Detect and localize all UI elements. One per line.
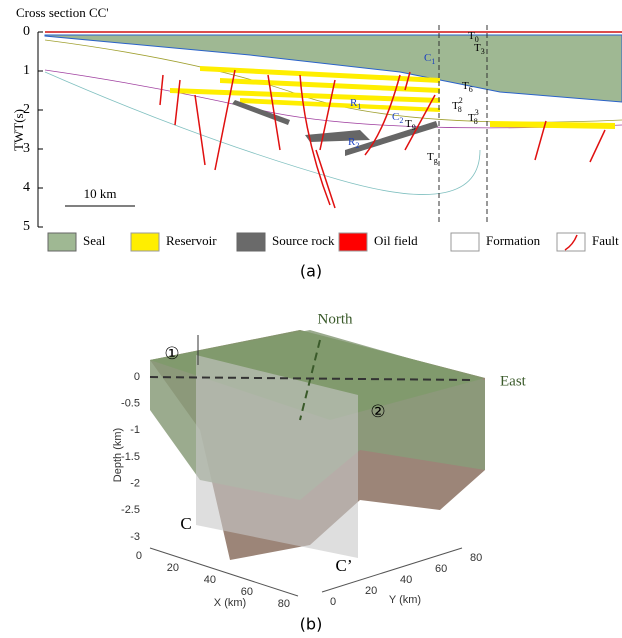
caption: (b) [300, 615, 323, 634]
x-tick-label: 60 [241, 586, 253, 598]
z-tick-label: -2 [130, 478, 140, 490]
label-sub: 8 [474, 117, 478, 126]
label-sub: 2 [399, 116, 403, 125]
caption: (a) [300, 262, 322, 281]
legend-swatch [339, 233, 367, 251]
title: Cross section CC' [16, 5, 109, 20]
legend-swatch [48, 233, 76, 251]
legend-swatch [451, 233, 479, 251]
z-tick-label: -1 [130, 424, 140, 436]
y-tick-label: 1 [23, 63, 30, 78]
z-tick-label: -3 [130, 531, 140, 543]
legend-label: Source rock [272, 233, 335, 248]
legend-label: Formation [486, 233, 541, 248]
label-sup: 3 [475, 108, 479, 117]
y-axis-label: Y (km) [389, 594, 421, 606]
label-sub: 8 [458, 105, 462, 114]
legend-swatch [237, 233, 265, 251]
north-label: North [318, 311, 353, 327]
y-tick-label: 5 [23, 219, 30, 234]
label-sub: g [434, 156, 438, 165]
label-sub: 3 [481, 47, 485, 56]
y-tick-label: 0 [330, 596, 336, 608]
y-tick-label: 2 [23, 102, 30, 117]
y-tick-label: 4 [23, 180, 30, 195]
z-tick-label: -2.5 [121, 504, 140, 516]
label-sub: 1 [431, 57, 435, 66]
z-tick-label: -0.5 [121, 398, 140, 410]
label-sup: 2 [459, 96, 463, 105]
figure: Cross section CC' TWT(s) 10 km (a) North… [0, 0, 622, 638]
east-label: East [500, 373, 527, 389]
section-label: C [180, 514, 191, 533]
label-sub: 2 [355, 141, 359, 150]
z-tick-label: -1.5 [121, 451, 140, 463]
y-tick-label: 0 [23, 24, 30, 39]
label-sub: 6 [469, 85, 473, 94]
y-tick-label: 80 [470, 552, 482, 564]
seal [45, 35, 622, 102]
legend-label: Fault [592, 233, 619, 248]
scale-label: 10 km [84, 186, 117, 201]
section-label: C’ [336, 556, 353, 575]
x-tick-label: 0 [136, 550, 142, 562]
y-tick-label: 3 [23, 141, 30, 156]
label-sub: 9 [412, 123, 416, 132]
marker: ② [370, 402, 385, 421]
marker: ① [164, 344, 179, 363]
legend-label: Seal [83, 233, 106, 248]
legend-swatch [557, 233, 585, 251]
x-tick-label: 20 [167, 562, 179, 574]
y-tick-label: 60 [435, 563, 447, 575]
legend-label: Oil field [374, 233, 418, 248]
label-base: C [424, 52, 431, 64]
z-tick-label: 0 [134, 371, 140, 383]
x-axis-label: X (km) [214, 597, 246, 609]
legend-swatch [131, 233, 159, 251]
horizon-label: C2 [392, 111, 403, 125]
legend-label: Reservoir [166, 233, 217, 248]
y-tick-label: 40 [400, 574, 412, 586]
label-sub: 1 [357, 102, 361, 111]
y-tick-label: 20 [365, 585, 377, 597]
horizon-label: Tg [427, 151, 438, 165]
x-tick-label: 40 [204, 574, 216, 586]
label-base: C [392, 111, 399, 123]
x-tick-label: 80 [278, 598, 290, 610]
panel-b: North East ① ② C C’ Depth (km) X (km) Y … [112, 311, 527, 633]
